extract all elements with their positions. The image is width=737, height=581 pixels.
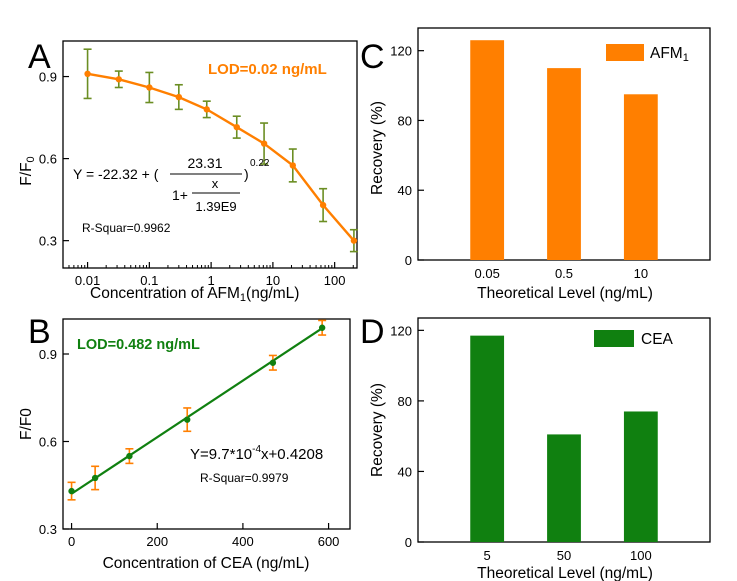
- panel-b-point: [91, 474, 99, 482]
- panel-d-xtick-label: 5: [484, 548, 491, 563]
- panel-c-xtick-label: 0.5: [555, 266, 573, 281]
- panel-a-point: [115, 76, 122, 83]
- panel-d-legend: CEA: [641, 331, 674, 348]
- panel-a-point: [350, 237, 358, 244]
- panel-a-xlabel: Concentration of AFM1(ng/mL): [90, 285, 299, 304]
- panel-a-eq-num: 23.31: [187, 155, 222, 171]
- panel-c-ylabel: Recovery (%): [369, 101, 386, 195]
- panel-a-frame: [62, 40, 358, 269]
- panel-c-label: C: [360, 38, 385, 76]
- panel-a-point: [203, 106, 210, 113]
- panel-a-point: [175, 93, 183, 101]
- panel-b-point: [269, 359, 277, 366]
- panel-b-xtick-label: 0: [68, 534, 75, 549]
- panel-b-r2: R-Squar=0.9979: [200, 471, 289, 485]
- panel-b-label: B: [28, 313, 51, 351]
- panel-a-point: [289, 162, 296, 169]
- panel-a-fit-curve: [87, 72, 355, 242]
- panel-c-ytick-label: 0: [405, 253, 412, 268]
- panel-a-label: A: [28, 38, 51, 76]
- panel-d-bar: [547, 434, 581, 542]
- panel-a-point: [260, 140, 268, 147]
- panel-c-ticks: 0 40 80 120 0.05 0.5 10: [390, 44, 648, 281]
- panel-c-legend: AFM1: [650, 45, 689, 64]
- panel-c-bar: [547, 68, 581, 260]
- panel-d-ticks: 0 40 80 120 5 50 100: [390, 323, 651, 563]
- panel-d-xtick-label: 100: [630, 548, 652, 563]
- panel-a-point: [146, 84, 153, 91]
- panel-b-point: [68, 487, 75, 495]
- panel-b-xtick-label: 600: [318, 534, 340, 549]
- panel-a-ytick-label: 0.9: [39, 70, 57, 85]
- panel-a-points: [83, 48, 358, 253]
- panel-d: D 0 40 80 120 5 50 100 CEA Theoretical Level (…: [360, 313, 711, 581]
- panel-a-point: [233, 123, 240, 131]
- panel-b-point: [318, 324, 326, 331]
- panel-b-lod: LOD=0.482 ng/mL: [77, 337, 200, 353]
- panel-a-xtick-label: 1: [208, 273, 215, 288]
- panel-b-ytick-label: 0.6: [39, 435, 57, 450]
- panel-b-xtick-label: 400: [232, 534, 254, 549]
- panel-a-point: [319, 201, 327, 209]
- panel-c-xlabel: Theoretical Level (ng/mL): [477, 285, 653, 302]
- panel-a-xtick-label: 100: [324, 273, 346, 288]
- panel-b-equation: Y=9.7*10-4x+0.4208: [190, 444, 323, 463]
- panel-a-lod: LOD=0.02 ng/mL: [208, 61, 327, 78]
- panel-a-ticks: 0.01 0.1 1 10 100 0.3 0.6 0.9: [39, 70, 354, 288]
- panel-d-bars: [470, 335, 658, 542]
- panel-c-bars: [470, 40, 658, 261]
- panel-d-ylabel: Recovery (%): [369, 383, 386, 477]
- panel-d-xlabel: Theoretical Level (ng/mL): [477, 565, 653, 581]
- panel-d-legend-swatch: [594, 330, 634, 347]
- panel-c-bar: [623, 94, 658, 261]
- panel-a-ylabel: F/F0: [18, 156, 37, 185]
- panel-a-eq-lhs: Y = -22.32 + (: [73, 166, 159, 182]
- panel-a-point: [84, 70, 91, 78]
- panel-c-xtick-label: 0.05: [475, 266, 500, 281]
- panel-a-r2: R-Squar=0.9962: [82, 221, 171, 235]
- panel-b-fit-line: [70, 325, 325, 495]
- panel-c-ytick-label: 80: [398, 113, 412, 128]
- panel-d-ytick-label: 0: [405, 535, 412, 550]
- panel-d-ytick-label: 40: [398, 464, 412, 479]
- panel-a-xtick-label: 10: [266, 273, 280, 288]
- panel-c-xtick-label: 10: [634, 266, 648, 281]
- panel-b-ticks: 0 200 400 600 0.3 0.6 0.9: [39, 347, 340, 549]
- panel-c-bar: [470, 40, 505, 260]
- panel-b-xtick-label: 200: [146, 534, 168, 549]
- panel-d-bar: [470, 335, 505, 542]
- panel-c-legend-swatch: [606, 44, 644, 61]
- panel-c-ytick-label: 120: [390, 44, 412, 59]
- panel-a-ytick-label: 0.6: [39, 152, 57, 167]
- panel-a-eq-den-pre: 1+: [172, 187, 188, 203]
- panel-b-xlabel: Concentration of CEA (ng/mL): [103, 555, 310, 572]
- panel-a-equation: Y = -22.32 + ( 23.31 1+ x 1.39E9 ) 0.22: [73, 155, 270, 214]
- panel-a-eq-frac-den: 1.39E9: [195, 199, 236, 214]
- panel-b-ylabel: F/F0: [18, 408, 35, 440]
- panel-a-eq-exp: 0.22: [250, 158, 270, 169]
- panel-b-points: [67, 319, 327, 501]
- panel-a-eq-close: ): [244, 166, 249, 182]
- panel-b-point: [184, 416, 191, 423]
- panel-d-label: D: [360, 313, 385, 351]
- panel-d-xtick-label: 50: [557, 548, 571, 563]
- panel-b: B 0 200 400 600 0.3 0.6 0.9 LOD=0.482 ng/mL Y=…: [18, 313, 351, 572]
- panel-a-xtick-label: 0.01: [75, 273, 100, 288]
- panel-c-ytick-label: 40: [398, 183, 412, 198]
- panel-d-ytick-label: 80: [398, 394, 412, 409]
- panel-d-ytick-label: 120: [390, 323, 412, 338]
- panel-b-frame: [62, 318, 351, 530]
- panel-a-eq-frac-num: x: [212, 176, 219, 191]
- panel-c: C 0 40 80 120 0.05 0.5 10 AFM1 Theoretical Lev…: [360, 27, 711, 302]
- panel-d-bar: [623, 411, 658, 542]
- panel-b-ytick-label: 0.9: [39, 347, 57, 362]
- panel-a-ytick-label: 0.3: [39, 234, 57, 249]
- panel-b-ytick-label: 0.3: [39, 522, 57, 537]
- panel-b-point: [126, 452, 133, 460]
- panel-a-xtick-label: 0.1: [140, 273, 158, 288]
